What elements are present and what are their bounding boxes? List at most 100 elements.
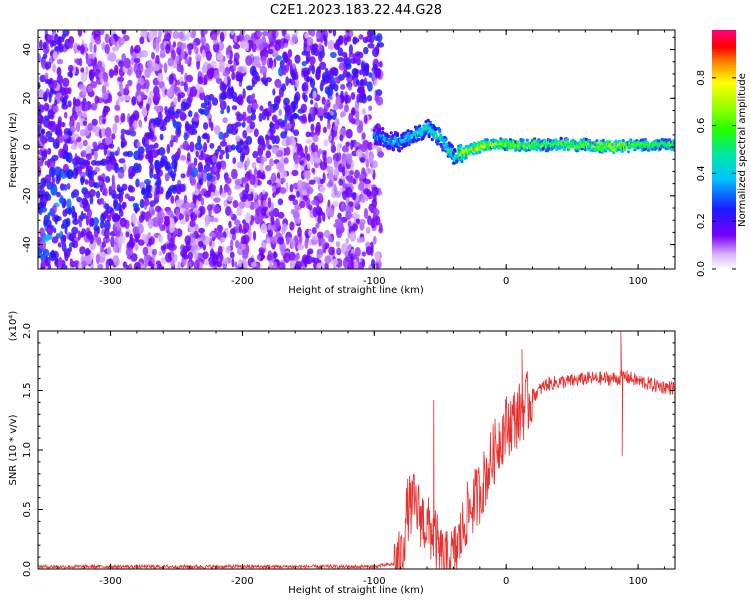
spectrogram-cell bbox=[309, 64, 314, 71]
spectrogram-cell bbox=[233, 61, 237, 72]
x-tick-label: -300 bbox=[99, 276, 122, 287]
colorbar-tick-label: 0.0 bbox=[696, 261, 707, 277]
spectrogram-cell bbox=[87, 85, 93, 93]
spectrogram-cell bbox=[133, 261, 141, 269]
spectrogram-cell bbox=[62, 77, 70, 88]
spectrogram-cell bbox=[290, 101, 296, 108]
spectrogram-cell bbox=[333, 125, 339, 132]
spectrogram-cell bbox=[277, 211, 285, 219]
spectrogram-cell bbox=[183, 210, 191, 217]
spectrogram-cell bbox=[308, 179, 316, 185]
spectrogram-cell bbox=[338, 178, 344, 186]
spectrogram-cell bbox=[348, 44, 353, 55]
spectrogram-cell bbox=[350, 175, 354, 184]
spectrogram-cell bbox=[72, 240, 79, 249]
spectrogram-signal-cell bbox=[608, 140, 612, 144]
spectrogram-cell bbox=[112, 123, 118, 135]
spectrogram-cell bbox=[360, 194, 366, 204]
spectrogram-cell bbox=[301, 60, 307, 67]
colorbar-ticks: 0.0 0.2 0.4 0.6 0.8 bbox=[696, 70, 736, 277]
spectrogram-signal-cell bbox=[524, 149, 528, 153]
spectrogram-cell bbox=[40, 206, 47, 213]
spectrogram-cell bbox=[367, 43, 375, 49]
x-tick-label: 0 bbox=[503, 276, 509, 287]
spectrogram-cell bbox=[341, 110, 347, 117]
spectrogram-cell bbox=[71, 226, 79, 235]
spectrogram-cell bbox=[205, 50, 212, 61]
spectrogram-cell bbox=[241, 176, 249, 184]
spectrogram-cell bbox=[71, 211, 78, 219]
spectrogram-cell bbox=[88, 53, 94, 59]
spectrogram-cell bbox=[163, 219, 170, 227]
spectrogram-cell bbox=[108, 185, 113, 196]
spectrogram-cell bbox=[217, 66, 226, 73]
spectrogram-cell bbox=[158, 219, 162, 229]
spectrogram-cell bbox=[52, 63, 56, 73]
spectrogram-cell bbox=[121, 30, 126, 34]
spectrogram-cell bbox=[279, 121, 286, 128]
spectrogram-cell bbox=[346, 71, 351, 78]
spectrogram-cell bbox=[175, 55, 180, 65]
colorbar-gradient bbox=[712, 30, 736, 269]
spectrogram-cell bbox=[78, 57, 83, 67]
spectrogram-cell bbox=[336, 142, 341, 154]
spectrogram-cell bbox=[326, 98, 330, 105]
spectrogram-signal-cell bbox=[521, 138, 525, 143]
spectrogram-cell bbox=[110, 236, 115, 248]
spectrogram-cell bbox=[186, 152, 191, 163]
spectrogram-marks bbox=[38, 30, 675, 269]
spectrogram-cell bbox=[322, 212, 326, 222]
spectrogram-cell bbox=[61, 98, 67, 107]
spectrogram-cell bbox=[94, 95, 100, 105]
spectrogram-cell bbox=[235, 135, 241, 142]
spectrogram-cell bbox=[126, 150, 134, 158]
spectrogram-cell bbox=[285, 136, 290, 147]
spectrogram-cell bbox=[103, 81, 110, 88]
spectrogram-signal-cell bbox=[444, 138, 448, 142]
spectrogram-cell bbox=[176, 64, 184, 73]
spectrogram-cell bbox=[209, 142, 215, 149]
spectrogram-cell bbox=[279, 187, 287, 194]
spectrogram-cell bbox=[142, 246, 149, 256]
spectrogram-cell bbox=[235, 239, 240, 249]
spectrogram-cell bbox=[42, 178, 47, 187]
spectrogram-cell bbox=[68, 206, 72, 216]
spectrogram-cell bbox=[285, 236, 290, 246]
spectrogram-cell bbox=[155, 45, 160, 53]
spectrogram-cell bbox=[358, 34, 364, 40]
spectrogram-cell bbox=[216, 224, 223, 233]
spectrogram-signal-cell bbox=[618, 139, 622, 144]
spectrogram-cell bbox=[104, 43, 110, 55]
spectrogram-cell bbox=[228, 220, 232, 229]
spectrogram-cell bbox=[230, 87, 234, 94]
spectrogram-cell bbox=[360, 61, 365, 72]
spectrogram-cell bbox=[250, 261, 257, 268]
spectrogram-cell bbox=[363, 77, 367, 86]
spectrogram-cell bbox=[240, 235, 247, 245]
spectrogram-cell bbox=[152, 38, 157, 50]
spectrogram-cell bbox=[159, 125, 167, 132]
spectrogram-cell bbox=[283, 97, 290, 106]
spectrogram-cell bbox=[140, 30, 148, 39]
spectrogram-cell bbox=[326, 90, 334, 96]
spectrogram-cell bbox=[317, 106, 324, 116]
spectrogram-cell bbox=[171, 251, 175, 260]
spectrogram-signal-cell bbox=[464, 156, 468, 160]
spectrogram-cell bbox=[124, 193, 130, 199]
spectrogram-signal-cell bbox=[456, 153, 460, 158]
spectrogram-cell bbox=[344, 104, 349, 113]
y-tick-label: 0.5 bbox=[22, 502, 33, 518]
spectrogram-cell bbox=[200, 197, 205, 206]
spectrogram-cell bbox=[56, 66, 62, 76]
spectrogram-cell bbox=[120, 141, 125, 149]
spectrogram-cell bbox=[313, 107, 319, 116]
spectrogram-cell bbox=[339, 187, 343, 194]
spectrogram-cell bbox=[272, 191, 276, 198]
spectrogram-cell bbox=[256, 75, 261, 82]
spectrogram-cell bbox=[51, 154, 59, 161]
spectrogram-cell bbox=[251, 161, 257, 169]
spectrogram-cell bbox=[222, 134, 226, 145]
spectrogram-signal-cell bbox=[441, 146, 445, 150]
spectrogram-cell bbox=[312, 90, 317, 99]
